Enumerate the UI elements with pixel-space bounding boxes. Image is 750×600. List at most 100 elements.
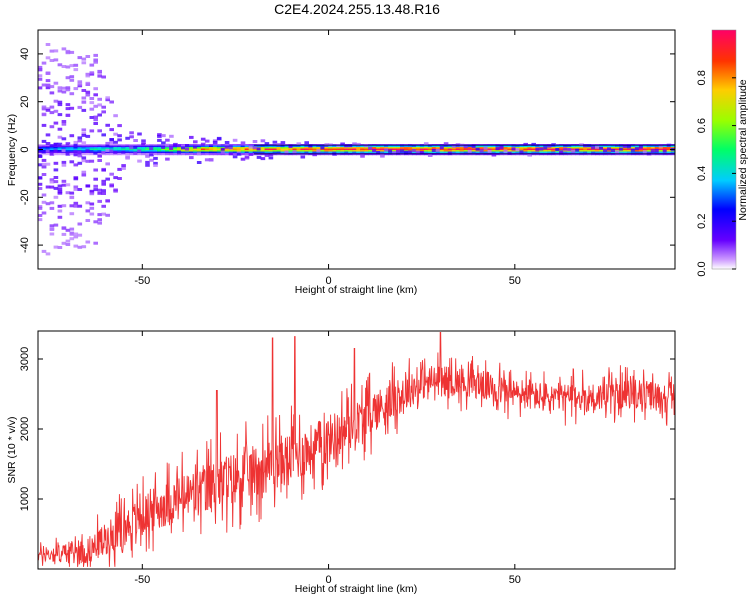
spectrogram-cell [101, 179, 106, 183]
spectrogram-cell [169, 145, 174, 149]
spectrogram-cell [105, 153, 110, 156]
spectrogram-cell [189, 148, 194, 151]
spectrogram-cell [93, 145, 98, 148]
spectrogram-cell [308, 147, 313, 150]
spectrogram-cell [105, 147, 110, 150]
spectrogram-cell [57, 145, 63, 148]
spectrogram-cell [69, 160, 75, 164]
spectrogram-cell [161, 153, 166, 156]
spectrogram-cell [61, 183, 67, 187]
spectrogram-cell [89, 151, 95, 154]
spectrogram-cell [296, 142, 302, 146]
spectrogram-cell [77, 144, 83, 147]
spectrogram-cell [89, 159, 95, 163]
spectrogram-cell [607, 150, 612, 153]
spectrogram-cell [495, 151, 501, 154]
spectrogram-cell [93, 151, 98, 155]
spectrogram-cell [69, 134, 75, 138]
spectrogram-cell [555, 151, 560, 154]
spectrogram-cell [260, 145, 266, 148]
spectrogram-cell [228, 152, 234, 156]
spectrogram-cell [244, 153, 250, 156]
spectrogram-cell [475, 145, 481, 148]
spectrogram-cell [89, 192, 95, 196]
spectrogram-cell [435, 148, 441, 152]
spectrogram-cell [642, 145, 648, 148]
spectrogram-cell [224, 141, 230, 144]
spectrogram-cell [415, 145, 421, 148]
spectrogram-cell [105, 149, 110, 152]
spectrogram-cell [236, 144, 242, 147]
spectrogram-cell [161, 134, 166, 138]
spectrogram-cell [615, 150, 620, 154]
spectrogram-cell [141, 142, 146, 146]
spectrogram-cell [81, 170, 87, 174]
spectrogram-cell [559, 147, 564, 150]
spectrogram-cell [37, 205, 43, 209]
spectrogram-cell [599, 145, 604, 148]
spectrogram-cell [320, 151, 325, 154]
spectrogram-cell [607, 145, 612, 148]
spectrogram-cell [200, 153, 206, 156]
spectrogram-cell [101, 153, 106, 156]
spectrogram-cell [97, 69, 102, 73]
spectrogram-cell [252, 148, 258, 151]
spectrogram-cell [45, 145, 51, 148]
spectrogram-cell [153, 163, 158, 167]
spectrogram-cell [392, 148, 397, 151]
spectrogram-cell [113, 132, 118, 136]
spectrogram-cell [415, 147, 421, 150]
spectrogram-cell [149, 153, 154, 157]
spectrogram-cell [57, 63, 63, 67]
spectrogram-cell [511, 150, 517, 153]
spectrogram-cell [228, 150, 234, 153]
spectrogram-cell [45, 149, 51, 153]
spectrogram-cell [77, 188, 83, 191]
spectrogram-cell [85, 145, 91, 148]
spectrogram-cell [109, 151, 114, 154]
spectrogram-cell [57, 142, 63, 146]
spectrogram-cell [559, 145, 564, 148]
spectrogram-cell [193, 151, 198, 154]
spectrogram-cell [571, 149, 576, 153]
spectrogram-cell [69, 50, 75, 54]
spectrogram-cell [292, 150, 298, 154]
spectrogram-cell [208, 158, 214, 162]
spectrogram-cell [300, 147, 306, 150]
spectrogram-cell [431, 151, 437, 154]
spectrogram-cell [276, 147, 282, 150]
spectrogram-cell [646, 150, 652, 153]
spectrogram-cell [121, 148, 126, 151]
spectrogram-cell [73, 201, 79, 205]
spectrogram-cell [109, 153, 114, 156]
spectrogram-cell [97, 191, 102, 195]
spectrogram-cell [69, 204, 75, 208]
spectrogram-cell [73, 87, 79, 91]
spectrogram-cell [173, 147, 178, 150]
spectrogram-cell [65, 88, 71, 92]
spectrogram-cell [523, 151, 528, 154]
spectrogram-cell [611, 147, 616, 150]
spectrogram-cell [173, 148, 178, 151]
spectrogram-cell [169, 150, 174, 153]
spectrogram-cell [483, 146, 489, 150]
spectrogram-cell [97, 144, 102, 147]
spectrogram-cell [666, 150, 672, 153]
spectrogram-cell [336, 151, 341, 154]
spectrogram-cell [113, 188, 118, 192]
spectrogram-cell [37, 74, 43, 78]
spectrogram-cell [189, 153, 194, 156]
spectrogram-cell [551, 143, 556, 147]
spectrogram-cell [65, 65, 71, 69]
spectrogram-cell [113, 114, 118, 118]
spectrogram-cell [599, 150, 604, 153]
spectrogram-cell [37, 86, 43, 90]
spectrogram-cell [471, 151, 477, 154]
spectrogram-cell [57, 147, 63, 150]
spectrogram-cell [232, 144, 238, 147]
spectrogram-cell [479, 151, 485, 154]
spectrogram-cell [400, 145, 405, 148]
spectrogram-cell [415, 150, 421, 154]
spectrogram-cell [157, 134, 162, 138]
spectrogram-cell [61, 232, 67, 236]
